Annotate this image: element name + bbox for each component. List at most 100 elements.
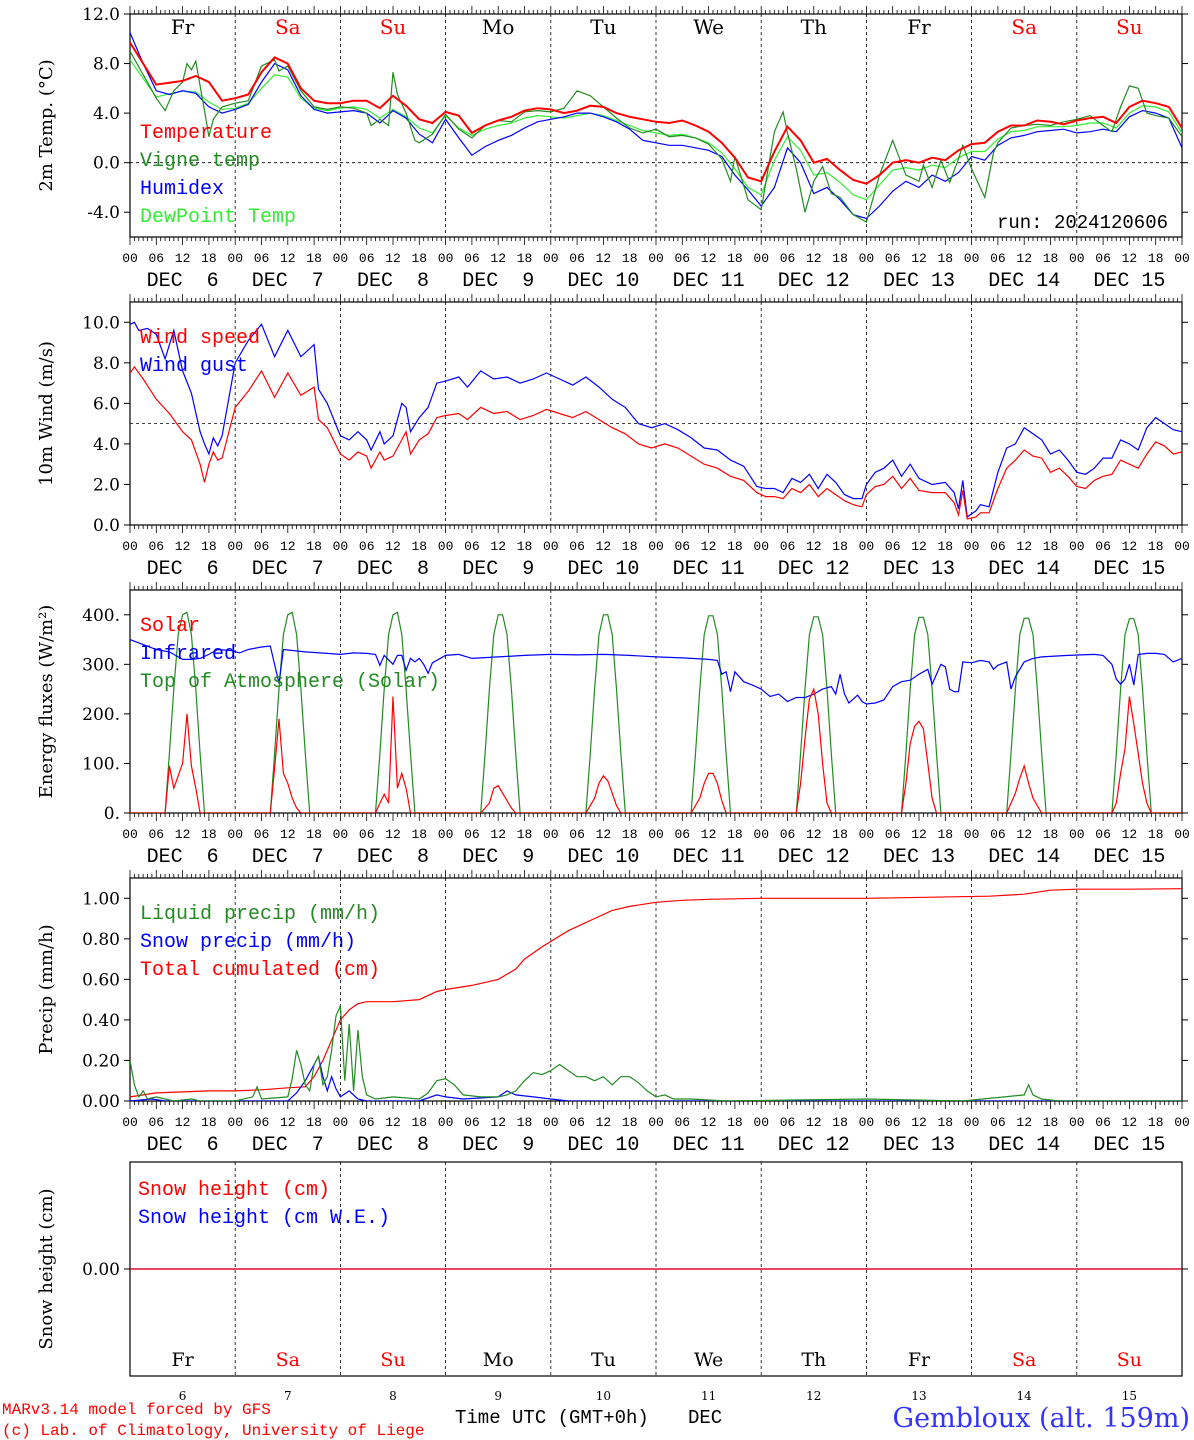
energy-date-label: DEC 6 [147,846,219,869]
temp-hour-label: 18 [517,251,533,266]
precip-hour-label: 00 [1069,1115,1085,1130]
temp-hour-label: 06 [359,251,375,266]
temp-hour-label: 00 [1069,251,1085,266]
temp-legend-0: Temperature [140,122,272,145]
snow-day-name: Fr [908,1349,931,1371]
energy-hour-label: 00 [1069,827,1085,842]
snow-day-name: We [694,1349,723,1371]
temp-hour-label: 12 [911,251,927,266]
temp-hour-label: 12 [175,251,191,266]
energy-date-label: DEC 11 [673,846,745,869]
temp-hour-label: 00 [438,251,454,266]
energy-hour-label: 12 [1016,827,1032,842]
precip-series-liquid-precip-mm-h [130,1005,1182,1101]
temp-day-name: Fr [171,15,195,39]
precip-hour-label: 06 [569,1115,585,1130]
temp-hour-label: 12 [385,251,401,266]
energy-hour-label: 18 [411,827,427,842]
energy-hour-label: 12 [911,827,927,842]
snow-ylabel: Snow height (cm) [36,1188,57,1349]
wind-hour-label: 06 [1095,539,1111,554]
wind-hour-label: 06 [885,539,901,554]
energy-hour-label: 06 [780,827,796,842]
temp-panel: -4.0 0.0 4.0 8.0 12.0 2m Temp. (°C) 00 06 12 18 DE… [36,5,1190,293]
wind-hour-label: 00 [543,539,559,554]
wind-hour-label: 18 [622,539,638,554]
precip-date-label: DEC 7 [252,1134,324,1157]
energy-hour-label: 00 [543,827,559,842]
precip-hour-label: 18 [622,1115,638,1130]
wind-date-label: DEC 14 [988,558,1060,581]
snow-day-name: Sa [1012,1349,1036,1371]
snow-day-number: 9 [494,1389,502,1403]
wind-date-label: DEC 7 [252,558,324,581]
energy-date-label: DEC 12 [778,846,850,869]
precip-series-total-cumulated-cm [130,888,1182,1098]
wind-hour-label: 06 [359,539,375,554]
precip-hour-label: 18 [832,1115,848,1130]
precip-ytick-label: 0.00 [82,1092,120,1112]
run-label: run: 2024120606 [997,212,1168,234]
precip-hour-label: 12 [806,1115,822,1130]
temp-hour-label: 00 [122,251,138,266]
snow-day-number: 6 [179,1389,187,1403]
temp-hour-label: 00 [648,251,664,266]
energy-hour-label: 00 [122,827,138,842]
energy-frame [129,589,1183,814]
energy-ytick-label: 400. [82,606,120,626]
precip-hour-label: 12 [175,1115,191,1130]
precip-hour-label: 06 [885,1115,901,1130]
wind-hour-label: 12 [175,539,191,554]
precip-hour-label: 18 [937,1115,953,1130]
energy-hour-label: 00 [753,827,769,842]
station-label: Gembloux (alt. 159m) [893,1403,1190,1434]
wind-ytick-label: 6.0 [93,394,120,414]
temp-day-name: Sa [1011,15,1037,39]
wind-hour-label: 00 [648,539,664,554]
precip-date-label: DEC 10 [567,1134,639,1157]
precip-date-label: DEC 14 [988,1134,1060,1157]
wind-hour-label: 18 [832,539,848,554]
precip-legend-0: Liquid precip (mm/h) [140,903,380,926]
energy-ytick-label: 300. [82,655,120,675]
precip-hour-label: 12 [1016,1115,1032,1130]
energy-date-label: DEC 8 [357,846,429,869]
temp-hour-label: 00 [964,251,980,266]
temp-hour-label: 06 [569,251,585,266]
energy-panel: 0. 100. 200. 300. 400. Energy fluxes (W/m²) 00… [36,582,1190,869]
wind-hour-label: 00 [859,539,875,554]
snow-panel: 0.00 Snow height (cm) Fr 6 Sa 7 Su 8 Mo 9 Tu 10 We 11… [36,1161,1188,1403]
energy-hour-label: 12 [806,827,822,842]
energy-ylabel: Energy fluxes (W/m²) [36,605,57,799]
temp-series-temperature [130,41,1182,185]
temp-hour-label: 06 [885,251,901,266]
energy-date-label: DEC 15 [1093,846,1165,869]
wind-hour-label: 12 [596,539,612,554]
temp-hour-label: 00 [333,251,349,266]
precip-ytick-label: 0.40 [82,1011,120,1031]
wind-ylabel: 10m Wind (m/s) [36,341,57,486]
temp-series-dewpoint-temp [130,59,1182,201]
temp-date-label: DEC 14 [988,270,1060,293]
wind-hour-label: 12 [701,539,717,554]
temp-date-label: DEC 8 [357,270,429,293]
energy-ytick-label: 200. [82,705,120,725]
temp-hour-label: 06 [780,251,796,266]
precip-hour-label: 00 [964,1115,980,1130]
wind-hour-label: 12 [490,539,506,554]
temp-ylabel: 2m Temp. (°C) [36,59,57,191]
wind-hour-label: 00 [227,539,243,554]
snow-day-name: Mo [483,1349,514,1371]
precip-hour-label: 12 [596,1115,612,1130]
precip-hour-label: 12 [280,1115,296,1130]
temp-hour-label: 18 [411,251,427,266]
temp-ytick-label: 12.0 [82,5,120,25]
temp-hour-label: 06 [148,251,164,266]
wind-hour-label: 00 [1174,539,1190,554]
snow-day-number: 13 [911,1389,926,1403]
energy-hour-label: 06 [1095,827,1111,842]
precip-date-label: DEC 15 [1093,1134,1165,1157]
temp-hour-label: 06 [254,251,270,266]
temp-day-name: Sa [275,15,301,39]
